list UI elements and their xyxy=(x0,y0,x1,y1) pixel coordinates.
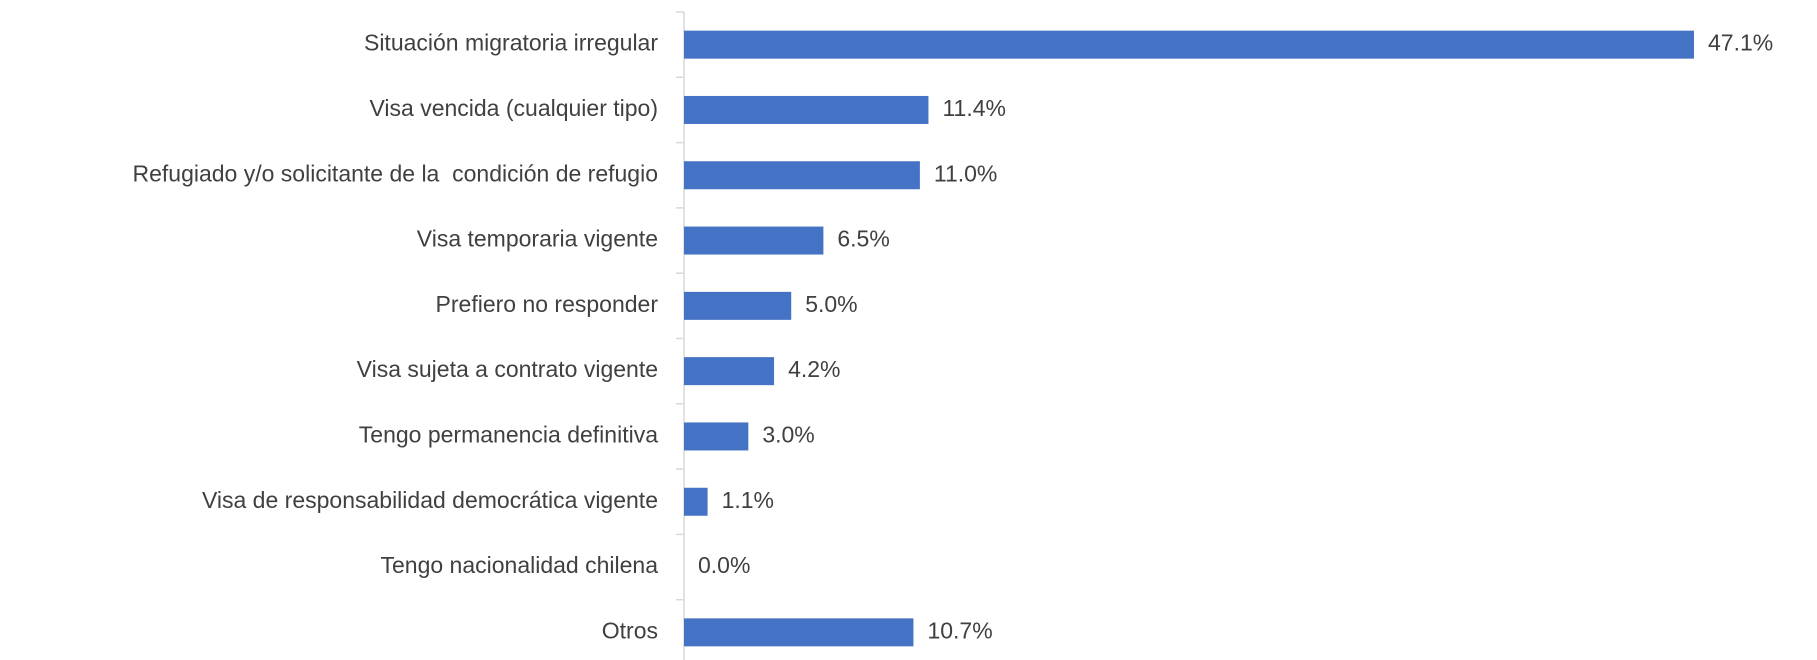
value-label: 0.0% xyxy=(698,552,750,578)
value-label: 4.2% xyxy=(788,356,840,382)
value-label: 11.0% xyxy=(934,160,998,186)
value-label: 6.5% xyxy=(837,226,889,252)
category-label: Refugiado y/o solicitante de la condició… xyxy=(132,160,658,186)
value-label: 10.7% xyxy=(927,617,992,643)
bar xyxy=(684,226,824,255)
bar xyxy=(684,95,929,124)
bar xyxy=(684,161,920,190)
category-label: Tengo permanencia definitiva xyxy=(359,422,658,448)
value-label: 11.4% xyxy=(942,95,1006,121)
bar xyxy=(684,422,749,451)
value-label: 3.0% xyxy=(762,422,814,448)
bar xyxy=(684,291,792,320)
category-label: Tengo nacionalidad chilena xyxy=(381,552,659,578)
category-label: Prefiero no responder xyxy=(436,291,659,317)
category-label: Situación migratoria irregular xyxy=(364,30,658,56)
value-label: 5.0% xyxy=(805,291,857,317)
category-label: Otros xyxy=(602,617,658,643)
bar xyxy=(684,618,914,647)
bar xyxy=(684,357,775,386)
category-label: Visa sujeta a contrato vigente xyxy=(357,356,658,382)
category-label: Visa temporaria vigente xyxy=(417,226,658,252)
category-label: Visa de responsabilidad democrática vige… xyxy=(202,487,658,513)
value-label: 47.1% xyxy=(1708,30,1773,56)
value-label: 1.1% xyxy=(722,487,774,513)
bar xyxy=(684,487,708,516)
bar xyxy=(684,30,1694,59)
category-label: Visa vencida (cualquier tipo) xyxy=(369,95,658,121)
